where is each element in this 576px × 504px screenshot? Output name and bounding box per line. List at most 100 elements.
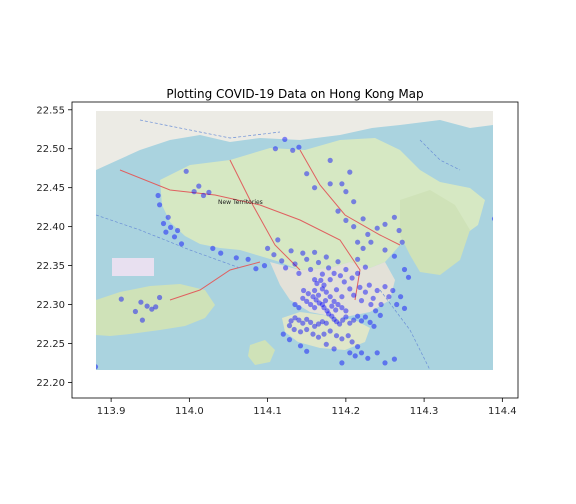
case-point xyxy=(340,317,346,323)
case-point xyxy=(362,289,368,295)
case-point xyxy=(331,298,337,304)
case-point xyxy=(304,316,310,322)
case-point xyxy=(271,252,277,258)
case-point xyxy=(233,255,239,261)
case-point xyxy=(296,144,302,150)
case-point xyxy=(301,287,307,294)
case-point xyxy=(272,146,278,152)
case-point xyxy=(132,308,138,315)
case-point xyxy=(318,277,324,283)
case-point xyxy=(138,299,144,305)
case-point xyxy=(339,294,345,300)
y-tick-label: 22.20 xyxy=(36,378,65,389)
y-tick-label: 22.40 xyxy=(36,222,65,233)
case-point xyxy=(313,297,319,303)
shenzhen-landmass xyxy=(96,111,493,170)
boundary-lines xyxy=(96,119,461,370)
case-point xyxy=(401,305,408,311)
case-point xyxy=(386,294,392,300)
case-point xyxy=(491,216,493,221)
y-tick-label: 22.30 xyxy=(36,300,65,311)
case-point xyxy=(339,360,345,366)
case-point xyxy=(279,258,285,264)
case-point xyxy=(296,305,302,311)
case-point xyxy=(308,319,314,325)
case-point xyxy=(314,280,320,287)
case-point xyxy=(155,192,161,199)
case-point xyxy=(171,234,178,240)
case-point xyxy=(319,286,325,292)
case-point xyxy=(347,320,353,326)
case-point xyxy=(312,287,318,294)
case-point xyxy=(157,294,163,301)
case-point xyxy=(300,295,306,301)
case-point xyxy=(312,323,318,329)
case-point xyxy=(329,303,335,309)
case-point xyxy=(280,331,286,337)
case-point xyxy=(275,237,281,243)
case-point xyxy=(382,360,388,366)
case-point xyxy=(323,289,329,295)
case-point xyxy=(292,315,298,321)
case-point xyxy=(96,364,99,370)
y-tick-label: 22.55 xyxy=(36,105,65,116)
x-tick-label: 114.2 xyxy=(332,406,361,417)
case-point xyxy=(391,356,397,362)
case-point xyxy=(343,314,349,320)
case-point xyxy=(343,217,349,223)
x-tick-label: 114.0 xyxy=(175,406,204,417)
case-point xyxy=(347,350,353,356)
case-point xyxy=(297,343,304,349)
case-point xyxy=(323,254,329,260)
airport-area xyxy=(112,258,154,276)
y-tick-label: 22.45 xyxy=(36,183,65,194)
sai-kung-peninsula xyxy=(400,190,470,275)
case-point xyxy=(337,321,343,327)
chart-title: Plotting COVID-19 Data on Hong Kong Map xyxy=(166,87,423,101)
case-point xyxy=(319,301,325,308)
x-tick-label: 114.1 xyxy=(253,406,282,417)
case-point xyxy=(345,333,351,339)
case-point xyxy=(245,256,251,262)
case-point xyxy=(326,265,332,271)
case-point xyxy=(355,344,361,350)
case-point xyxy=(326,311,332,317)
case-point xyxy=(351,292,357,298)
case-point xyxy=(144,303,150,309)
case-point xyxy=(327,181,333,187)
case-point xyxy=(358,318,365,324)
hong-kong-island xyxy=(282,312,370,350)
case-point xyxy=(310,331,316,337)
case-point xyxy=(335,208,341,214)
case-point xyxy=(291,326,297,333)
case-point xyxy=(366,282,372,288)
case-point xyxy=(405,274,412,280)
case-point xyxy=(149,306,155,312)
case-point xyxy=(374,225,380,231)
case-point xyxy=(321,305,327,311)
case-point xyxy=(321,331,327,337)
case-point xyxy=(261,263,268,269)
case-point xyxy=(398,294,404,300)
case-point xyxy=(297,329,304,335)
case-point xyxy=(335,259,341,265)
case-point xyxy=(288,248,294,254)
case-point xyxy=(382,247,388,253)
case-point xyxy=(351,317,357,323)
case-point xyxy=(396,227,402,234)
case-point xyxy=(339,181,345,187)
case-point xyxy=(360,216,366,222)
case-point xyxy=(347,286,353,292)
x-tick-label: 114.3 xyxy=(410,406,439,417)
case-point xyxy=(292,301,298,308)
case-point xyxy=(355,270,361,276)
case-point xyxy=(324,308,330,314)
case-point xyxy=(331,316,337,322)
case-point xyxy=(296,270,302,276)
case-point xyxy=(165,214,171,220)
case-point xyxy=(265,245,271,251)
case-point xyxy=(327,157,333,163)
case-point xyxy=(343,308,349,314)
case-point xyxy=(368,301,374,308)
y-axis: 22.20 22.25 22.30 22.35 22.40 22.45 22.50 22.55 xyxy=(36,105,72,389)
